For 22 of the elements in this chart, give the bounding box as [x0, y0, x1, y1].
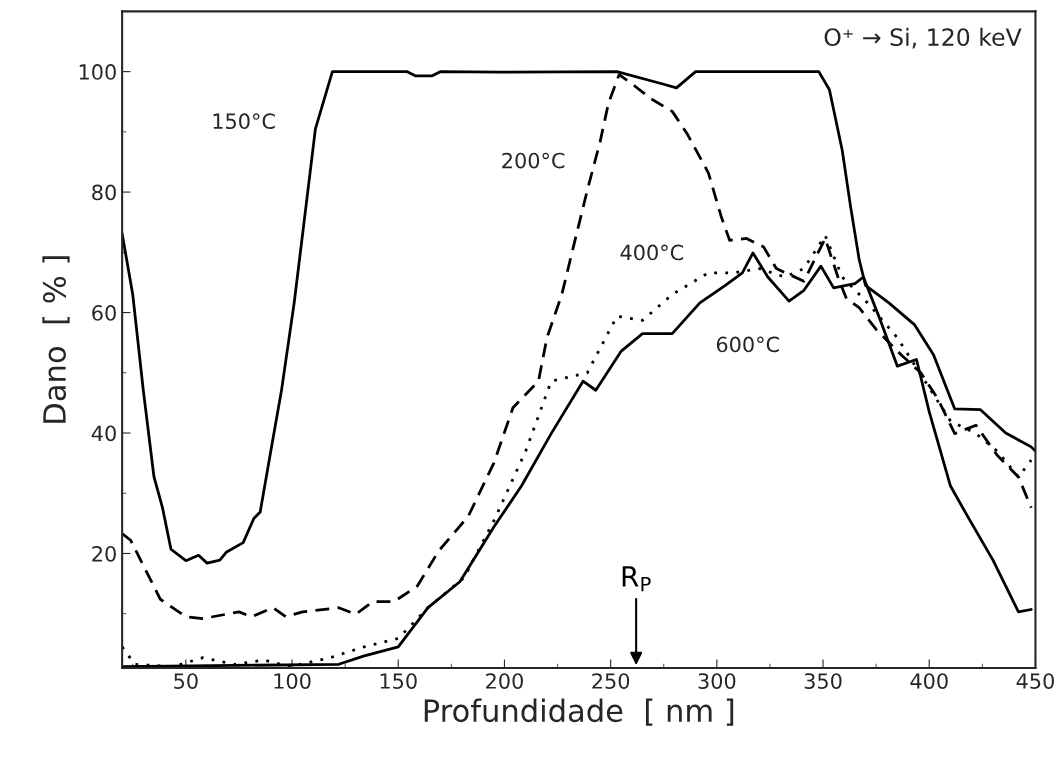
- x-tick-label: 300: [698, 673, 736, 689]
- annotation: O⁺ → Si, 120 keV: [824, 27, 1022, 49]
- y-tick-label: 20: [92, 545, 116, 562]
- x-tick-label: 450: [1016, 673, 1054, 689]
- x-tick-label: 150: [380, 673, 417, 689]
- ref-line-label: R$_{P}$: [622, 566, 651, 592]
- x-tick-label: 250: [592, 673, 630, 689]
- y-tick-label: 40: [91, 425, 116, 442]
- x-tick-label: 100: [274, 673, 311, 689]
- series-label: 400°C: [620, 244, 684, 261]
- y-tick-label: 60: [92, 305, 116, 321]
- series-label: 200°C: [502, 152, 565, 169]
- y-tick-label: 100: [79, 64, 116, 80]
- x-axis-title: Profundidade [ nm ]: [424, 698, 734, 726]
- x-tick-label: 50: [174, 673, 198, 689]
- x-tick-label: 400: [910, 673, 948, 689]
- series-label: 150°C: [213, 113, 275, 130]
- x-tick-label: 200: [486, 673, 523, 689]
- y-tick-label: 80: [92, 184, 116, 201]
- y-axis-title: Dano [ % ]: [42, 256, 70, 423]
- x-tick-label: 350: [804, 673, 842, 689]
- series-label: 600°C: [716, 336, 779, 353]
